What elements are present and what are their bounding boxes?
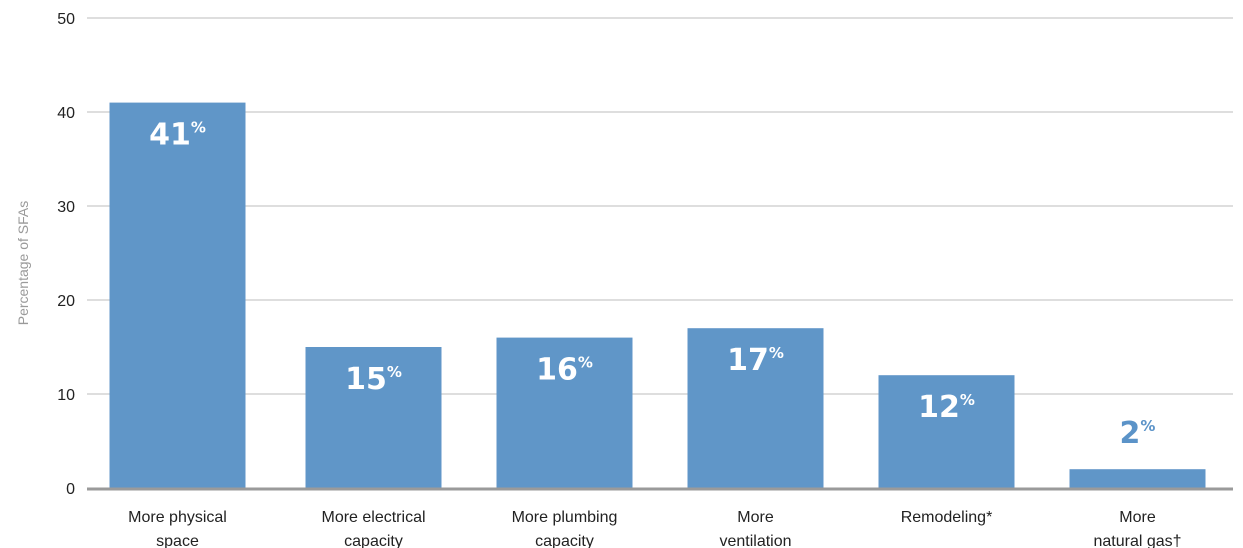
x-tick-label-1-line-0: More electrical [321, 509, 425, 526]
x-tick-label-5-line-0: More [1119, 509, 1156, 526]
bar-3 [687, 328, 824, 488]
x-tick-label-0-line-1: space [156, 533, 199, 548]
data-label-percent-5: % [1140, 417, 1155, 435]
bar-5 [1069, 469, 1206, 488]
y-tick-label-0: 0 [66, 481, 75, 498]
data-label-5: 2% [1120, 416, 1156, 451]
data-label-value-5: 2 [1120, 416, 1141, 451]
data-label-3: 17% [727, 343, 784, 378]
data-label-value-1: 15 [345, 362, 387, 397]
data-label-value-0: 41 [149, 118, 191, 153]
data-label-percent-0: % [191, 119, 206, 137]
data-label-4: 12% [918, 390, 975, 425]
data-label-percent-3: % [769, 344, 784, 362]
y-tick-label-50: 50 [57, 11, 75, 28]
bar-4 [878, 375, 1015, 488]
y-tick-label-20: 20 [57, 293, 75, 310]
x-tick-label-4-line-0: Remodeling* [901, 509, 993, 526]
x-tick-label-1-line-1: capacity [344, 533, 403, 548]
bar-1 [305, 347, 442, 488]
data-label-percent-4: % [960, 391, 975, 409]
y-axis-label: Percentage of SFAs [15, 201, 31, 326]
data-label-value-4: 12 [918, 390, 960, 425]
x-tick-label-0-line-0: More physical [128, 509, 227, 526]
grid-lines [87, 17, 1233, 395]
data-label-value-2: 16 [536, 353, 578, 388]
data-label-1: 15% [345, 362, 402, 397]
x-tick-label-3-line-0: More [737, 509, 774, 526]
data-label-value-3: 17 [727, 343, 769, 378]
bars: 41%15% 16% 17%12%2% [109, 102, 1206, 488]
x-tick-label-3-line-1: ventilation [719, 533, 791, 548]
y-tick-label-30: 30 [57, 199, 75, 216]
x-tick-label-2-line-0: More plumbing [512, 509, 618, 526]
data-label-2: 16% [536, 353, 593, 388]
data-label-percent-2: % [578, 354, 593, 372]
y-tick-label-10: 10 [57, 387, 75, 404]
x-tick-label-2-line-1: capacity [535, 533, 594, 548]
data-label-percent-1: % [387, 363, 402, 381]
bar-2 [496, 337, 633, 488]
data-label-0: 41% [149, 118, 206, 153]
x-tick-label-5-line-1: natural gas† [1093, 533, 1181, 548]
axes: 0 10 20 30 40 50 More physical space More electr… [57, 11, 1233, 548]
y-tick-label-40: 40 [57, 105, 75, 122]
bar-0 [109, 102, 246, 488]
